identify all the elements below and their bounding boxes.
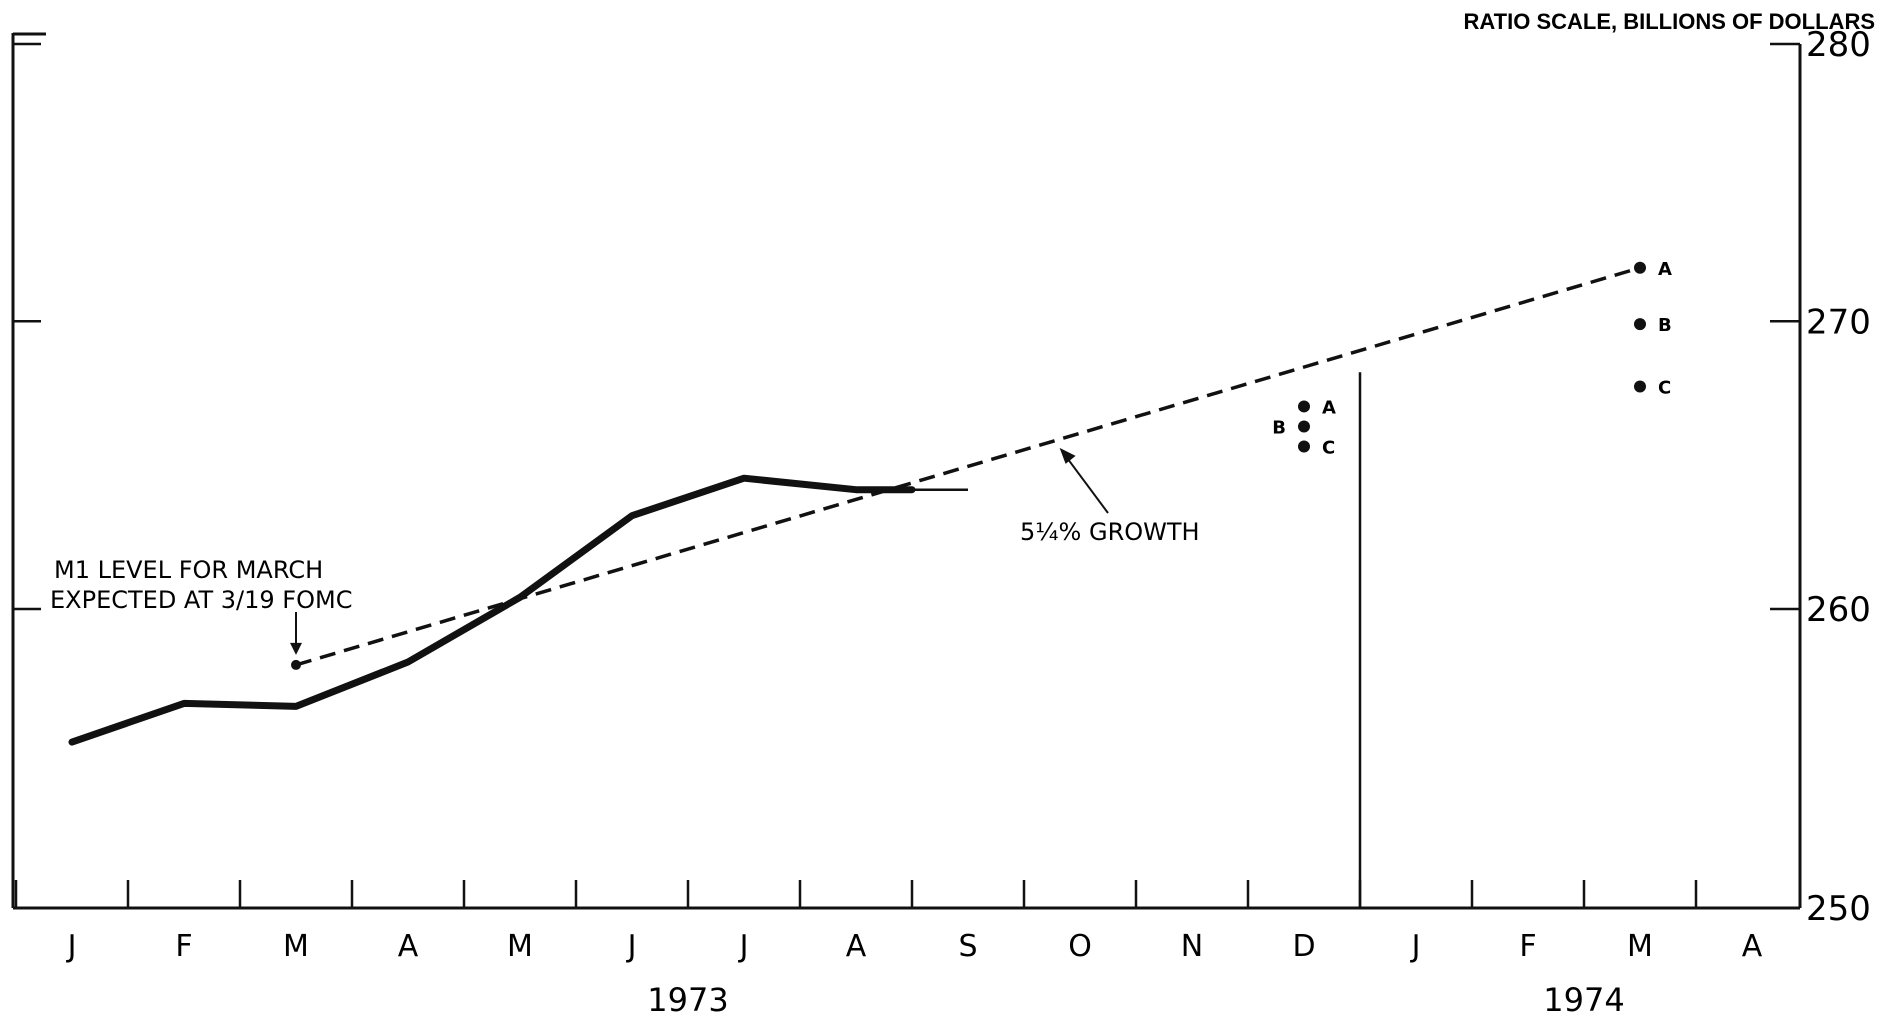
x-tick-label: N: [1181, 929, 1203, 964]
expected-level-arrowhead: [290, 642, 302, 655]
expected-level-annotation-line: EXPECTED AT 3/19 FOMC: [50, 586, 352, 614]
y-tick-label: 270: [1806, 302, 1871, 342]
growth-path-line: [295, 266, 1641, 667]
alternative-point: [1634, 261, 1646, 274]
x-tick-label: J: [66, 929, 77, 964]
x-tick-label: F: [1519, 929, 1536, 964]
alternative-point: [1634, 318, 1646, 331]
y-tick-label: 250: [1806, 889, 1871, 929]
x-tick-label: J: [626, 929, 637, 964]
alternative-point-label: A: [1658, 259, 1672, 280]
alternative-point-label: A: [1322, 397, 1336, 418]
alternative-point-label: C: [1322, 438, 1335, 459]
alternative-point: [1298, 440, 1310, 453]
x-tick-label: A: [1742, 929, 1763, 964]
expected-level-annotation-line: M1 LEVEL FOR MARCH: [54, 556, 323, 584]
x-tick-label: J: [738, 929, 749, 964]
growth-arrow: [1064, 455, 1109, 514]
y-axis-title: RATIO SCALE, BILLIONS OF DOLLARS: [1464, 9, 1875, 34]
x-tick-label: J: [1410, 929, 1421, 964]
x-tick-label: S: [958, 929, 977, 964]
alternative-point: [1298, 420, 1310, 433]
x-tick-label: A: [846, 929, 867, 964]
x-tick-label: M: [1627, 929, 1653, 964]
alternative-point-label: B: [1272, 417, 1286, 438]
year-label: 1974: [1543, 981, 1624, 1016]
x-tick-label: F: [175, 929, 192, 964]
x-tick-label: O: [1068, 929, 1092, 964]
x-tick-label: A: [398, 929, 419, 964]
x-tick-label: M: [507, 929, 533, 964]
growth-arrowhead: [1059, 447, 1076, 464]
x-tick-label: D: [1292, 929, 1315, 964]
alternative-point-label: C: [1658, 377, 1671, 398]
axes: [11, 32, 1802, 910]
year-label: 1973: [647, 981, 728, 1016]
expected-level-point: [291, 659, 301, 670]
alternative-point: [1634, 380, 1646, 393]
x-tick-label: M: [283, 929, 309, 964]
y-tick-label: 260: [1806, 590, 1871, 630]
alternative-point: [1298, 400, 1310, 413]
y-tick-label: 280: [1806, 25, 1871, 65]
alternative-point-label: B: [1658, 315, 1672, 336]
series-lines: [68, 266, 1641, 746]
ticks: J F M A M J J A S O N D J F M A 1973 1974 250 260 270 280: [13, 25, 1871, 1016]
growth-annotation: 5¼% GROWTH: [1020, 518, 1200, 546]
